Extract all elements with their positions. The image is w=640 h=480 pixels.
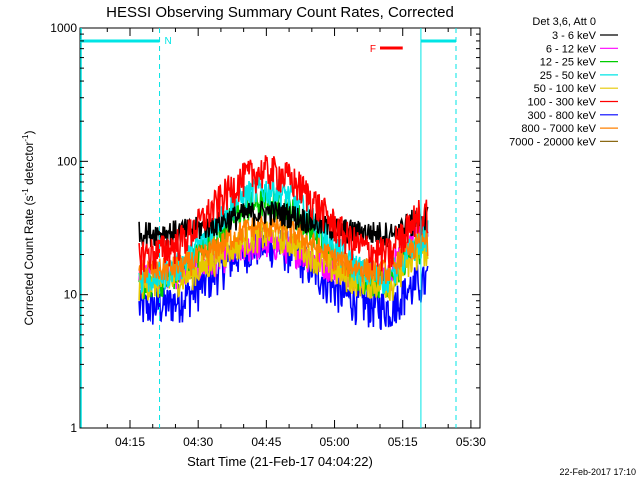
legend-item-label: 7000 - 20000 keV	[509, 136, 597, 148]
legend-item-label: 100 - 300 keV	[528, 97, 597, 109]
plot-frame	[79, 27, 481, 429]
series-layer	[138, 155, 429, 330]
y-tick-label: 1	[70, 421, 77, 435]
x-axis-label: Start Time (21-Feb-17 04:04:22)	[187, 454, 373, 469]
legend-item-label: 800 - 7000 keV	[521, 123, 596, 135]
legend-title: Det 3,6, Att 0	[532, 16, 596, 28]
legend-item-label: 300 - 800 keV	[528, 110, 597, 122]
x-tick-label: 04:15	[115, 435, 145, 449]
y-axis-label: Corrected Count Rate (s-1 detector-1)	[21, 130, 36, 325]
footer-date: 22-Feb-2017 17:10	[559, 467, 636, 477]
series-line	[138, 155, 429, 275]
x-tick-label: 05:00	[320, 435, 350, 449]
y-tick-label: 1000	[50, 21, 77, 35]
x-tick-label: 04:45	[251, 435, 281, 449]
series-line	[138, 216, 429, 293]
night-label: N	[165, 36, 172, 47]
y-axis-ticks: 1 10 100 1000	[50, 21, 480, 435]
flare-label: F	[370, 44, 376, 55]
x-tick-label: 05:15	[388, 435, 418, 449]
series-line	[138, 200, 429, 248]
x-axis-ticks: 04:15 04:30 04:45 05:00 05:15 05:30	[106, 28, 486, 449]
x-tick-label: 04:30	[183, 435, 213, 449]
legend-item-label: 3 - 6 keV	[552, 30, 597, 42]
x-tick-label: 05:30	[456, 435, 486, 449]
legend-item-label: 12 - 25 keV	[540, 57, 597, 69]
legend-item-label: 50 - 100 keV	[534, 83, 597, 95]
marker-layer: NF	[80, 28, 457, 428]
y-tick-label: 100	[57, 154, 77, 168]
legend-item-label: 25 - 50 keV	[540, 70, 597, 82]
y-tick-label: 10	[64, 288, 78, 302]
legend-item-label: 6 - 12 keV	[546, 43, 597, 55]
chart-title: HESSI Observing Summary Count Rates, Cor…	[106, 4, 454, 21]
